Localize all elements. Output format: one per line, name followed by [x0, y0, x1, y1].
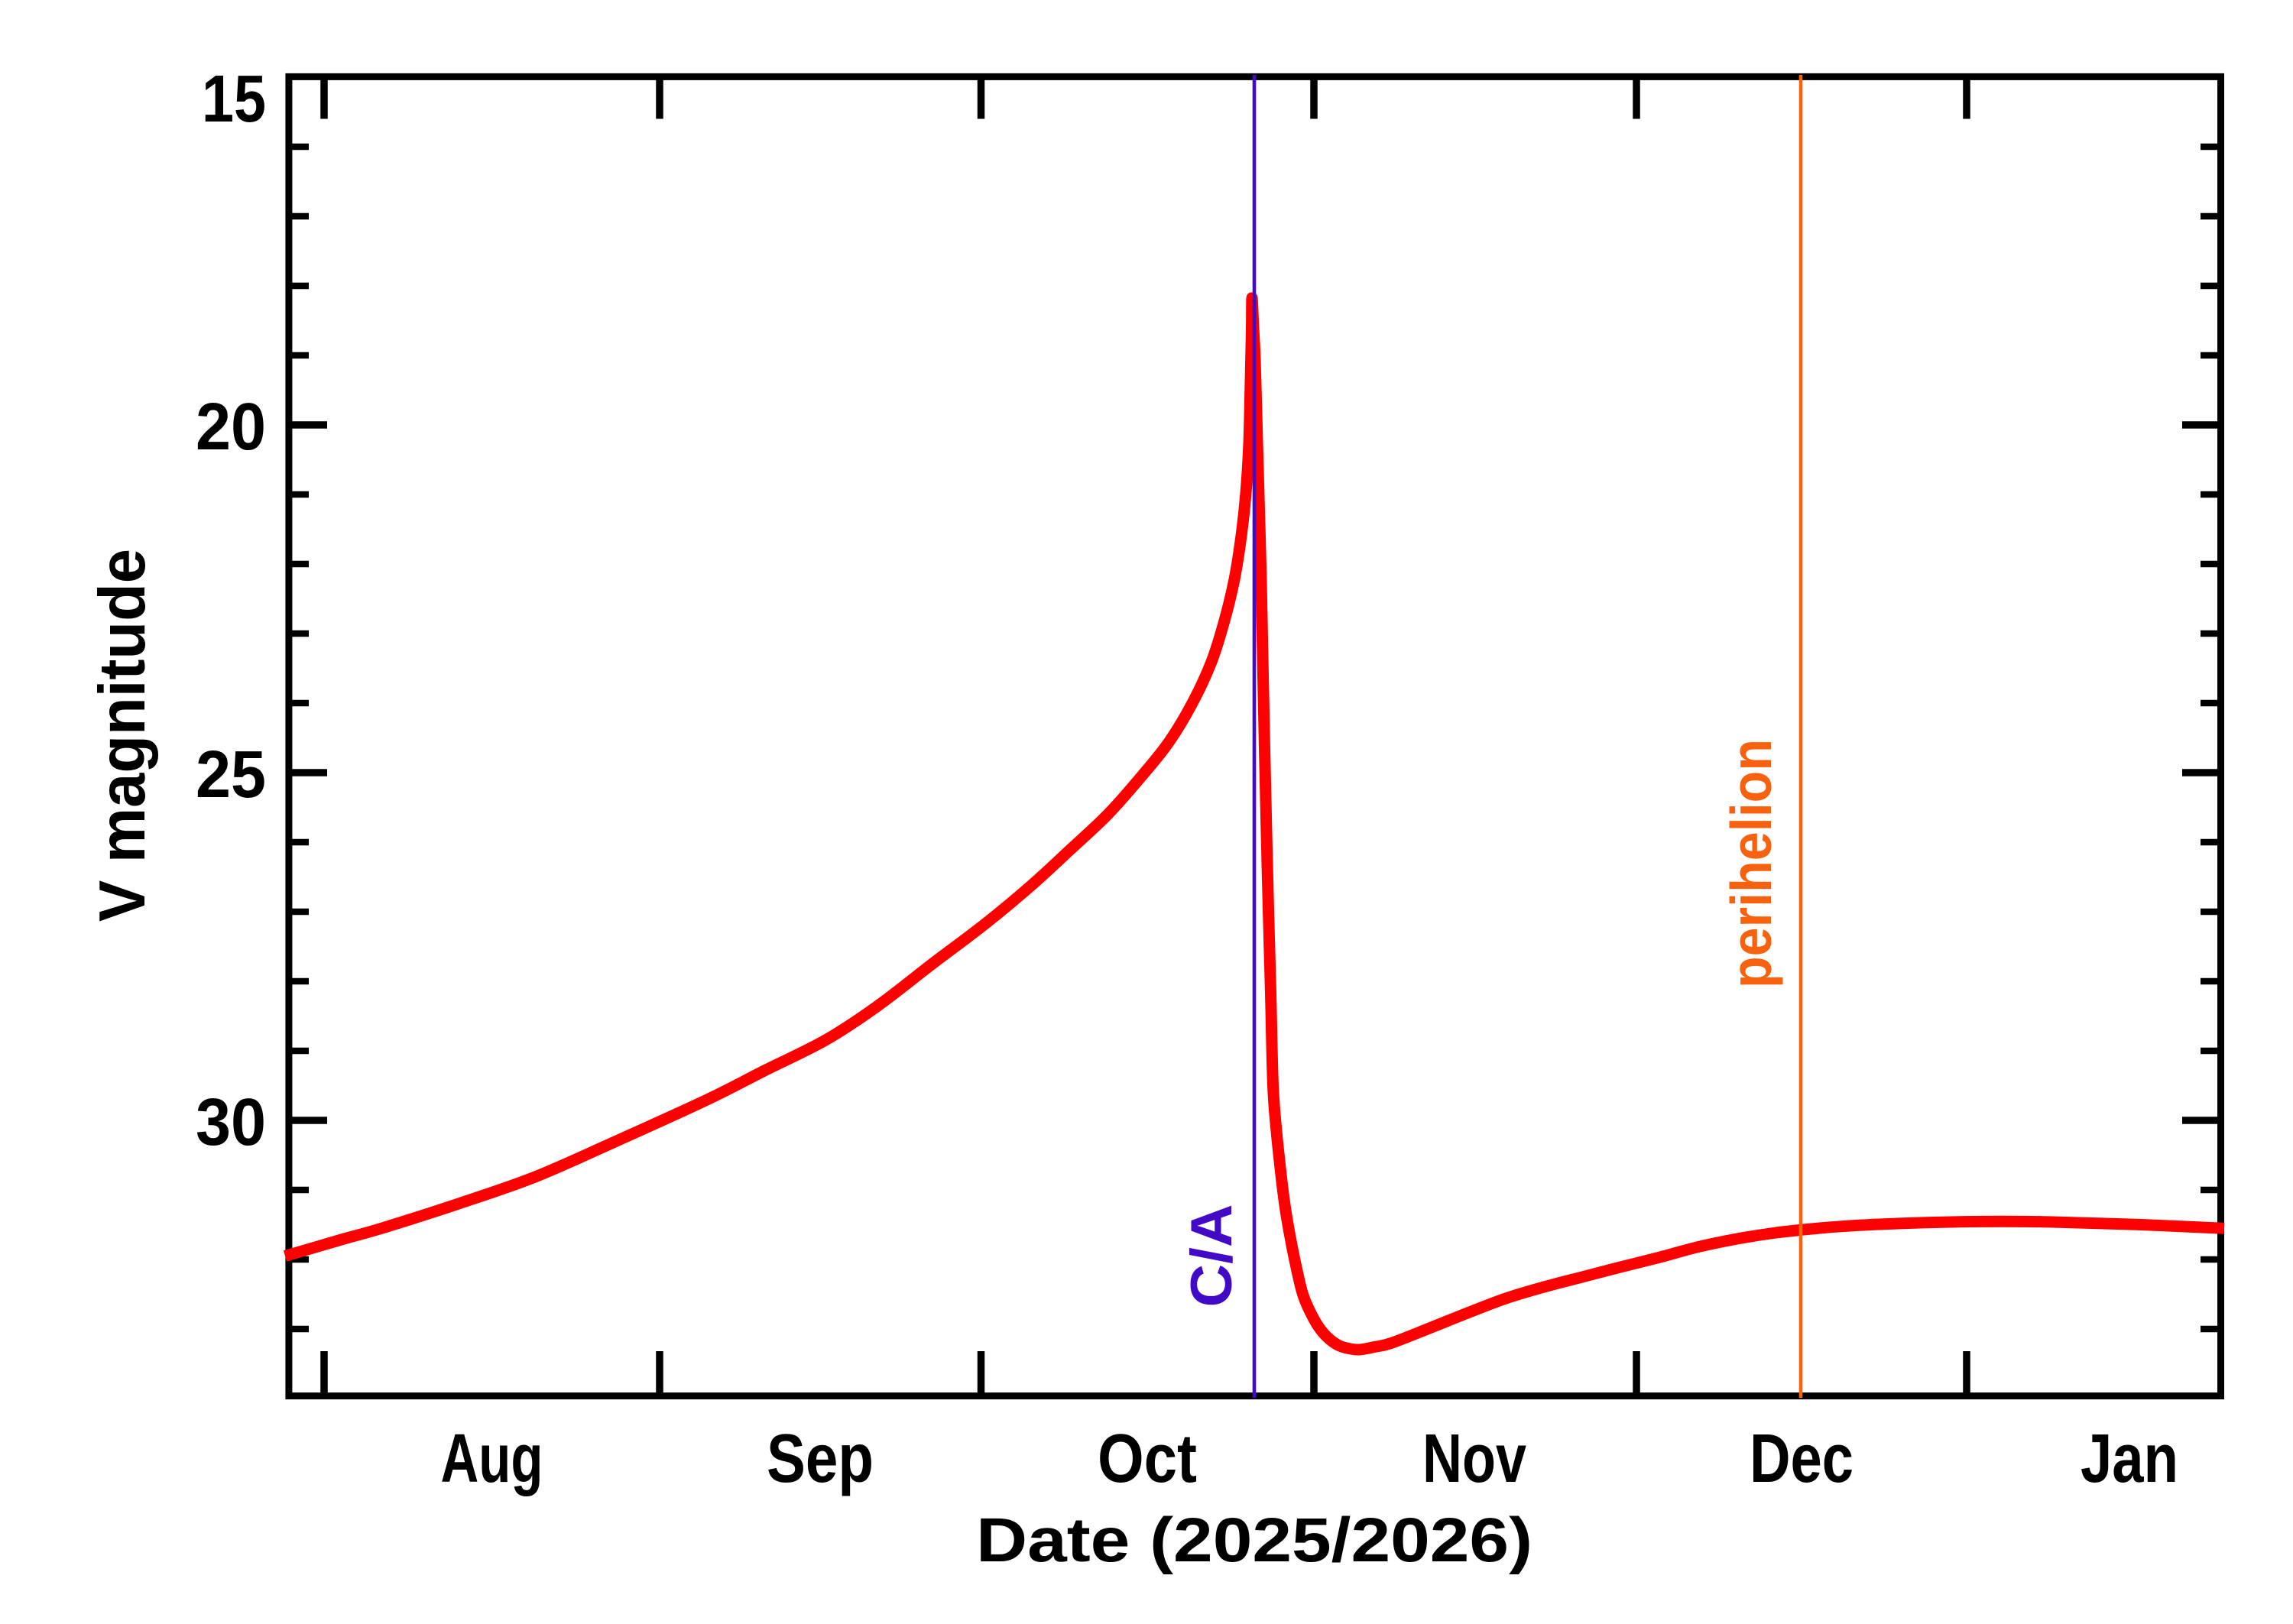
svg-text:C/A: C/A — [1179, 1204, 1244, 1308]
svg-text:V magnitude: V magnitude — [86, 549, 159, 922]
svg-text:20: 20 — [196, 390, 266, 464]
svg-text:perihelion: perihelion — [1719, 739, 1783, 988]
svg-text:Oct: Oct — [1098, 1421, 1197, 1497]
svg-text:Date (2025/2026): Date (2025/2026) — [976, 1506, 1532, 1575]
svg-text:25: 25 — [196, 737, 266, 812]
svg-text:Nov: Nov — [1422, 1421, 1526, 1497]
svg-text:Sep: Sep — [767, 1421, 874, 1497]
svg-text:30: 30 — [196, 1085, 266, 1159]
svg-text:Dec: Dec — [1750, 1421, 1854, 1497]
svg-text:15: 15 — [202, 62, 266, 136]
svg-text:Jan: Jan — [2081, 1421, 2178, 1497]
svg-text:Aug: Aug — [441, 1421, 543, 1497]
